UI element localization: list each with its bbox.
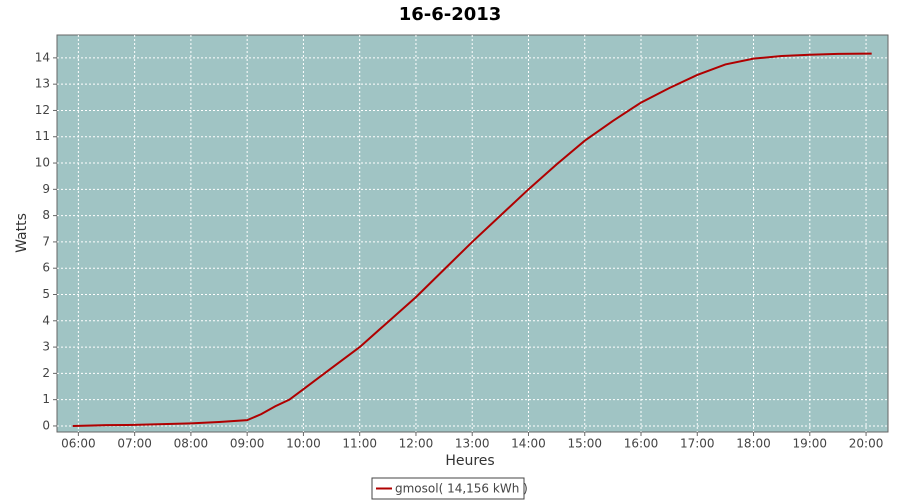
x-tick-label: 06:00 [61,437,96,451]
plot-area [56,34,889,433]
x-tick-label: 10:00 [286,437,321,451]
x-tick-label: 16:00 [624,437,659,451]
x-tick-label: 07:00 [117,437,152,451]
x-tick-label: 18:00 [736,437,771,451]
y-tick-label: 5 [42,287,50,301]
data-line [72,52,872,427]
x-tick-label: 14:00 [511,437,546,451]
legend-box [371,477,525,500]
y-tick-label: 7 [42,234,50,248]
y-tick-label: 13 [35,77,50,91]
x-tick-label: 08:00 [174,437,209,451]
y-tick-label: 1 [42,392,50,406]
x-tick-label: 12:00 [399,437,434,451]
y-tick-label: 6 [42,261,50,275]
y-tick-label: 4 [42,313,50,327]
x-tick-label: 09:00 [230,437,265,451]
x-tick-label: 20:00 [849,437,884,451]
legend-label: gmosol( 14,156 kWh ) [395,482,528,496]
x-tick-label: 11:00 [342,437,377,451]
y-tick-label: 8 [42,208,50,222]
x-tick-label: 17:00 [680,437,715,451]
x-axis-label: Heures [445,453,494,469]
y-axis-label: Watts [14,213,30,253]
y-tick-label: 14 [35,50,50,64]
chart-title: 16-6-2013 [399,4,502,25]
y-tick-label: 2 [42,366,50,380]
y-tick-label: 3 [42,340,50,354]
x-tick-label: 15:00 [567,437,602,451]
x-tick-label: 19:00 [792,437,827,451]
x-tick-label: 13:00 [455,437,490,451]
y-tick-label: 0 [42,418,50,432]
y-tick-label: 9 [42,182,50,196]
y-tick-label: 12 [35,103,50,117]
y-tick-label: 10 [35,156,50,170]
y-tick-label: 11 [35,129,50,143]
